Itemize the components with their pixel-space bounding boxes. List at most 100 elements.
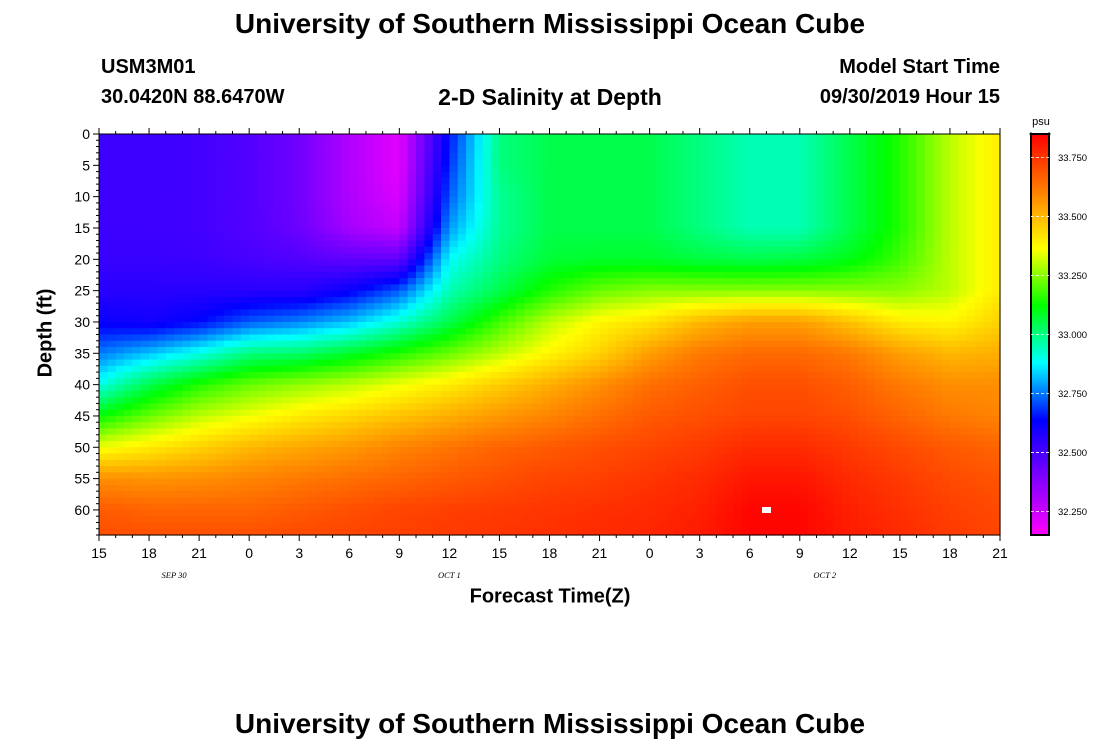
heatmap-cell [566, 271, 576, 279]
heatmap-cell [132, 347, 142, 354]
heatmap-cell [833, 409, 843, 417]
heatmap-cell [215, 309, 225, 317]
heatmap-cell [140, 190, 150, 198]
heatmap-cell [474, 259, 484, 267]
heatmap-cell [315, 271, 325, 279]
heatmap-cell [899, 415, 909, 423]
heatmap-cell [274, 171, 284, 179]
heatmap-cell [649, 240, 659, 248]
heatmap-cell [741, 165, 751, 173]
heatmap-cell [958, 384, 968, 392]
heatmap-cell [140, 253, 150, 260]
heatmap-cell [708, 397, 717, 405]
heatmap-cell [624, 384, 634, 392]
heatmap-cell [399, 259, 409, 267]
heatmap-cell [983, 184, 993, 191]
heatmap-cell [682, 171, 692, 179]
heatmap-cell [232, 152, 242, 160]
heatmap-cell [641, 347, 651, 354]
heatmap-cell [357, 334, 367, 342]
heatmap-cell [691, 202, 701, 210]
heatmap-cell [124, 353, 133, 361]
heatmap-cell [374, 309, 384, 317]
heatmap-cell [215, 365, 225, 373]
heatmap-cell [657, 334, 667, 342]
heatmap-cell [115, 234, 125, 242]
heatmap-cell [824, 202, 834, 210]
heatmap-cell [482, 315, 492, 323]
heatmap-cell [374, 140, 384, 148]
heatmap-cell [924, 321, 934, 329]
heatmap-cell [340, 390, 350, 398]
heatmap-cell [641, 171, 651, 179]
heatmap-cell [474, 409, 484, 417]
heatmap-cell [891, 215, 901, 223]
heatmap-cell [199, 353, 209, 361]
heatmap-cell [682, 227, 692, 235]
heatmap-cell [99, 259, 108, 267]
heatmap-cell [265, 215, 275, 223]
heatmap-cell [724, 284, 734, 292]
heatmap-cell [607, 415, 617, 423]
heatmap-cell [290, 397, 300, 405]
heatmap-cell [724, 159, 734, 166]
heatmap-cell [674, 359, 684, 367]
heatmap-cell [507, 171, 517, 179]
heatmap-cell [232, 353, 242, 361]
heatmap-cell [332, 227, 342, 235]
heatmap-cell [182, 384, 192, 392]
heatmap-cell [808, 177, 818, 185]
heatmap-cell [541, 296, 551, 304]
heatmap-cell [99, 409, 108, 417]
heatmap-cell [115, 415, 125, 423]
heatmap-cell [365, 296, 375, 304]
heatmap-cell [849, 365, 859, 373]
heatmap-cell [516, 359, 526, 367]
heatmap-cell [883, 253, 893, 260]
heatmap-cell [499, 215, 509, 223]
heatmap-cell [682, 271, 692, 279]
heatmap-cell [758, 134, 767, 141]
heatmap-cell [232, 246, 242, 254]
heatmap-cell [733, 265, 742, 273]
heatmap-cell [766, 134, 776, 141]
heatmap-cell [315, 315, 325, 323]
heatmap-cell [516, 177, 526, 185]
heatmap-cell [115, 390, 125, 398]
heatmap-cell [207, 303, 217, 311]
heatmap-cell [190, 246, 200, 254]
heatmap-cell [666, 328, 676, 336]
heatmap-cell [240, 265, 250, 273]
heatmap-cell [524, 196, 534, 204]
heatmap-cell [791, 209, 801, 217]
heatmap-cell [974, 171, 984, 179]
heatmap-cell [541, 328, 551, 336]
heatmap-cell [424, 284, 434, 292]
heatmap-cell [833, 259, 843, 267]
heatmap-cell [924, 209, 934, 217]
heatmap-cell [833, 359, 843, 367]
heatmap-cell [324, 265, 334, 273]
heatmap-cell [224, 215, 234, 223]
heatmap-cell [891, 240, 901, 248]
heatmap-cell [991, 328, 1001, 336]
heatmap-cell [107, 315, 117, 323]
heatmap-cell [441, 372, 450, 379]
heatmap-cell [833, 221, 843, 229]
heatmap-cell [407, 359, 417, 367]
heatmap-cell [716, 190, 726, 198]
heatmap-cell [933, 246, 943, 254]
heatmap-cell [991, 159, 1001, 166]
heatmap-cell [399, 409, 409, 417]
heatmap-cell [566, 246, 576, 254]
heatmap-cell [682, 284, 692, 292]
heatmap-cell [115, 409, 125, 417]
heatmap-cell [232, 359, 242, 367]
heatmap-cell [958, 321, 968, 329]
heatmap-cell [165, 227, 175, 235]
heatmap-cell [591, 296, 601, 304]
station-coords: 30.0420N 88.6470W [101, 86, 285, 108]
heatmap-cell [374, 246, 384, 254]
heatmap-cell [265, 234, 275, 242]
heatmap-cell [390, 140, 400, 148]
